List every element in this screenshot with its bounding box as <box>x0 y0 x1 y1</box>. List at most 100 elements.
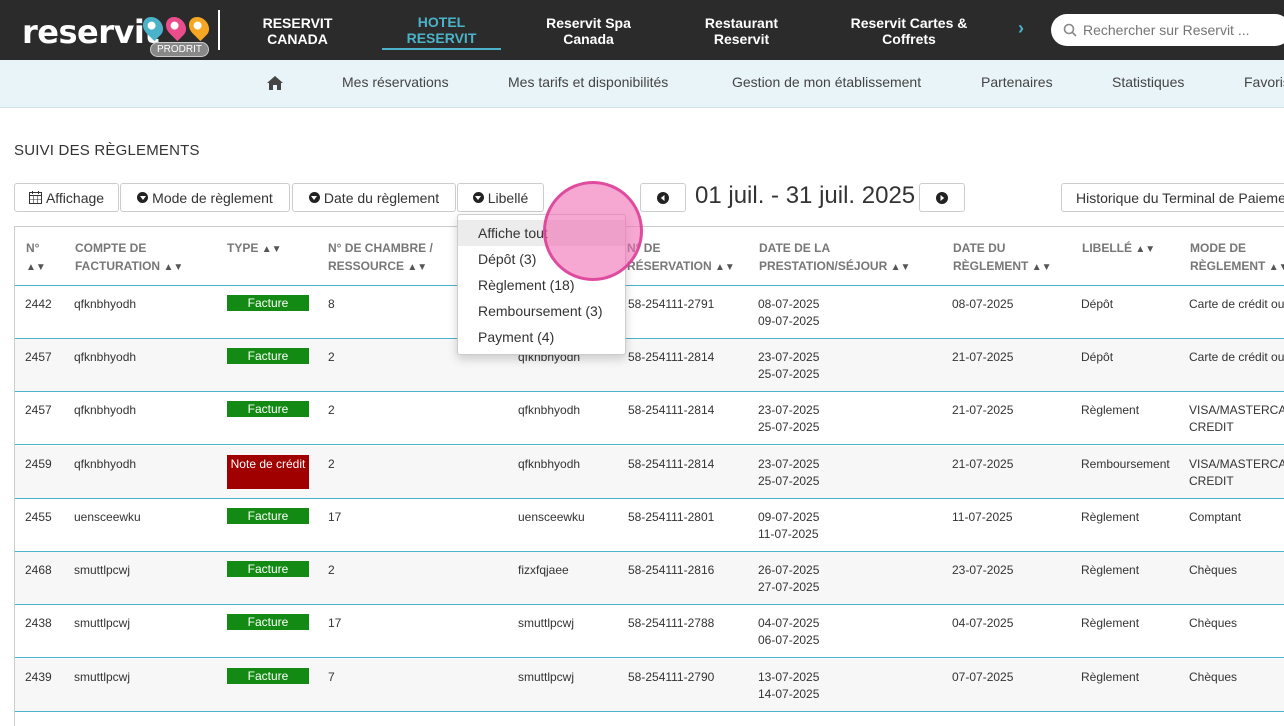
cell-label: Règlement <box>1081 563 1140 577</box>
type-badge: Facture <box>227 295 309 311</box>
chevron-down-icon <box>308 192 320 203</box>
cell-reservation[interactable]: 58-254111-2801 <box>628 510 715 524</box>
mode-line1: Chèques <box>1189 563 1238 577</box>
payment-date-filter[interactable]: Date du règlement <box>292 183 456 212</box>
table-row[interactable]: 2438 smuttlpcwj Facture 17 smuttlpcwj 58-2541… <box>15 605 1284 658</box>
search-box[interactable] <box>1051 14 1284 46</box>
cell-mode: Chèques <box>1189 562 1237 579</box>
cell-account: smuttlpcwj <box>74 670 131 684</box>
table-row[interactable]: 2455 uensceewku Facture 17 uensceewku 58-2541… <box>15 499 1284 552</box>
col-header-mode[interactable]: MODE DE RÈGLEMENT ▲▼ <box>1190 227 1284 285</box>
prestation-start: 09-07-2025 <box>758 510 820 524</box>
cell-reservation[interactable]: 58-254111-2788 <box>628 616 715 630</box>
dropdown-item-remboursement[interactable]: Remboursement (3) <box>478 303 603 319</box>
col-header-reservation[interactable]: N° DE RÉSERVATION ▲▼ <box>627 241 735 273</box>
table-row[interactable]: 2439 smuttlpcwj Facture 7 smuttlpcwj 58-25411… <box>15 659 1284 712</box>
subnav-partenaires[interactable]: Partenaires <box>981 74 1053 90</box>
prestation-start: 23-07-2025 <box>758 350 820 364</box>
cell-client: fizxfqjaee <box>518 563 569 577</box>
cell-prestation-dates: 26-07-2025 27-07-2025 <box>758 562 819 596</box>
prestation-start: 04-07-2025 <box>758 616 820 630</box>
cell-reservation[interactable]: 58-254111-2814 <box>628 403 715 417</box>
cell-label: Dépôt <box>1081 350 1114 364</box>
payment-mode-filter[interactable]: Mode de règlement <box>120 183 290 212</box>
mode-line1: Carte de crédit ou <box>1189 350 1284 364</box>
subnav-etablissement[interactable]: Gestion de mon établissement <box>732 74 922 90</box>
cell-client: qfknbhyodh <box>518 403 581 417</box>
next-period-button[interactable] <box>919 183 965 212</box>
prestation-end: 06-07-2025 <box>758 633 820 647</box>
label-filter-label: Libellé <box>487 189 529 206</box>
cell-room: 2 <box>328 350 335 364</box>
dropdown-item-depot[interactable]: Dépôt (3) <box>478 251 537 267</box>
subnav-favoris[interactable]: Favoris <box>1244 74 1284 90</box>
nav-hotel-reservit[interactable]: HOTEL RESERVIT <box>382 12 501 50</box>
cell-reservation[interactable]: 58-254111-2814 <box>628 457 715 471</box>
col-header-num[interactable]: N° ▲▼ <box>26 241 46 273</box>
payment-mode-label: Mode de règlement <box>152 189 273 206</box>
sort-icon: ▲▼ <box>1135 244 1156 255</box>
cell-num: 2468 <box>25 563 52 577</box>
table-row[interactable]: 2459 qfknbhyodh Note de crédit 2 qfknbhyodh 5… <box>15 446 1284 499</box>
cell-payment-date: 07-07-2025 <box>952 670 1014 684</box>
cell-reservation[interactable]: 58-254111-2790 <box>628 670 715 684</box>
dropdown-item-payment[interactable]: Payment (4) <box>478 329 555 345</box>
display-button[interactable]: Affichage <box>14 183 119 212</box>
subnav-tarifs[interactable]: Mes tarifs et disponibilités <box>508 74 669 90</box>
cell-room: 2 <box>328 457 335 471</box>
reservit-logo[interactable]: reservit PRODRIT <box>22 10 214 57</box>
type-badge: Facture <box>227 348 309 364</box>
sort-icon: ▲▼ <box>407 262 428 273</box>
subnav-statistiques[interactable]: Statistiques <box>1112 74 1185 90</box>
sort-icon: ▲▼ <box>163 262 184 273</box>
prestation-start: 23-07-2025 <box>758 403 820 417</box>
sort-icon: ▲▼ <box>1268 262 1284 273</box>
nav-reservit-canada[interactable]: RESERVIT CANADA <box>262 15 333 47</box>
col-header-room[interactable]: N° DE CHAMBRE / RESSOURCE ▲▼ <box>328 241 433 273</box>
subnav-reservations[interactable]: Mes réservations <box>342 74 449 90</box>
col-header-prestation[interactable]: DATE DE LA PRESTATION/SÉJOUR ▲▼ <box>759 241 911 273</box>
mode-line1: VISA/MASTERCARD <box>1189 403 1284 417</box>
cell-label: Dépôt <box>1081 297 1114 311</box>
table-row[interactable]: 2457 qfknbhyodh Facture 2 qfknbhyodh 58-25411… <box>15 392 1284 445</box>
chevron-right-icon[interactable]: › <box>1018 18 1024 38</box>
col-header-account[interactable]: COMPTE DE FACTURATION ▲▼ <box>75 241 184 273</box>
search-input[interactable] <box>1083 22 1273 38</box>
table-row[interactable]: 2468 smuttlpcwj Facture 2 fizxfqjaee 58-25411… <box>15 552 1284 605</box>
cell-prestation-dates: 13-07-2025 14-07-2025 <box>758 669 819 703</box>
cell-num: 2457 <box>25 350 52 364</box>
search-icon <box>1063 23 1077 37</box>
previous-period-button[interactable] <box>640 183 686 212</box>
prestation-end: 09-07-2025 <box>758 314 820 328</box>
cell-room: 17 <box>328 616 342 630</box>
col-header-label[interactable]: LIBELLÉ ▲▼ <box>1082 241 1156 255</box>
cell-account: qfknbhyodh <box>74 457 137 471</box>
cell-payment-date: 08-07-2025 <box>952 297 1014 311</box>
col-header-type[interactable]: TYPE ▲▼ <box>227 241 282 255</box>
terminal-history-button[interactable]: Historique du Terminal de Paiement <box>1061 183 1284 212</box>
col-header-payment-date[interactable]: DATE DU RÈGLEMENT ▲▼ <box>953 241 1052 273</box>
cell-client: smuttlpcwj <box>518 670 575 684</box>
cell-account: qfknbhyodh <box>74 350 137 364</box>
cell-label: Règlement <box>1081 616 1140 630</box>
cell-reservation[interactable]: 58-254111-2814 <box>628 350 715 364</box>
table-row[interactable]: 2442 qfknbhyodh Facture 8 58-254111-2791 08-0… <box>15 286 1284 339</box>
cell-reservation[interactable]: 58-254111-2791 <box>628 297 715 311</box>
table-row[interactable]: 2457 qfknbhyodh Facture 2 qfknbhyodh 58-25411… <box>15 339 1284 392</box>
mode-line1: VISA/MASTERCARD <box>1189 457 1284 471</box>
cell-account: smuttlpcwj <box>74 563 131 577</box>
home-icon[interactable] <box>266 60 284 108</box>
cell-num: 2455 <box>25 510 52 524</box>
prestation-start: 08-07-2025 <box>758 297 820 311</box>
cell-payment-date: 21-07-2025 <box>952 457 1014 471</box>
cell-account: qfknbhyodh <box>74 403 137 417</box>
cell-num: 2439 <box>25 670 52 684</box>
label-filter[interactable]: Libellé <box>457 183 544 212</box>
nav-reservit-spa[interactable]: Reservit Spa Canada <box>546 15 631 47</box>
cell-reservation[interactable]: 58-254111-2816 <box>628 563 715 577</box>
cell-client: uensceewku <box>518 510 585 524</box>
dropdown-item-reglement[interactable]: Règlement (18) <box>478 277 575 293</box>
cell-payment-date: 21-07-2025 <box>952 350 1014 364</box>
nav-restaurant[interactable]: Restaurant Reservit <box>704 15 779 47</box>
nav-cartes-coffrets[interactable]: Reservit Cartes & Coffrets <box>850 15 968 47</box>
